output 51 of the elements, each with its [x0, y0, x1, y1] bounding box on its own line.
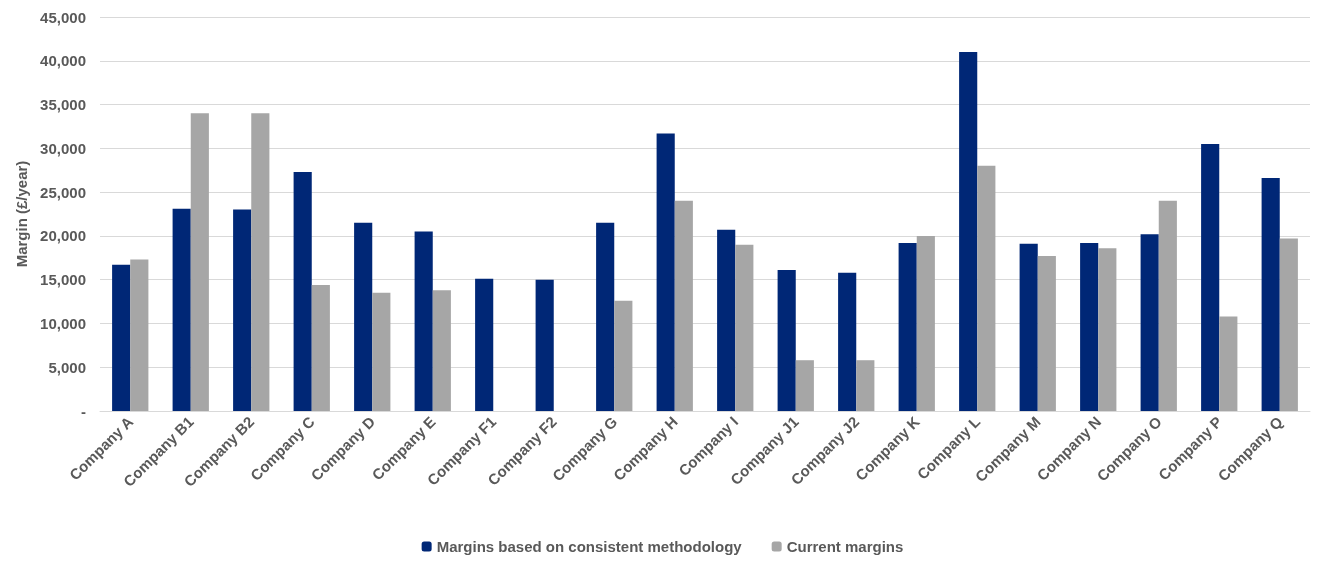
- y-tick-label: 15,000: [40, 271, 86, 289]
- y-tick-label: 40,000: [40, 52, 86, 70]
- bar: [795, 360, 814, 411]
- bar: [535, 279, 554, 411]
- bar: [251, 113, 270, 411]
- bar: [1158, 200, 1177, 411]
- bar: [1037, 256, 1056, 411]
- bar: [674, 200, 693, 411]
- y-tick-label: 10,000: [40, 314, 86, 332]
- bar: [596, 222, 615, 411]
- bar: [293, 171, 312, 411]
- y-tick-label: -: [81, 402, 86, 420]
- bar: [735, 244, 754, 411]
- bar: [414, 231, 433, 411]
- bar: [959, 52, 978, 411]
- bar: [432, 290, 451, 411]
- y-tick-label: 30,000: [40, 139, 86, 157]
- legend-label: Current margins: [786, 538, 904, 555]
- bar: [1279, 238, 1298, 411]
- bar: [614, 300, 633, 411]
- bar: [856, 360, 875, 411]
- bar: [977, 165, 996, 411]
- bar: [190, 113, 209, 411]
- bar: [1201, 143, 1220, 411]
- bar: [838, 272, 857, 411]
- bar: [1080, 242, 1099, 411]
- y-tick-label: 20,000: [40, 227, 86, 245]
- bar: [656, 133, 675, 411]
- bar: [172, 208, 191, 411]
- bar: [233, 209, 252, 411]
- bar: [1261, 178, 1280, 411]
- bar: [1098, 248, 1117, 411]
- legend-label: Margins based on consistent methodology: [436, 538, 743, 555]
- bar: [1140, 234, 1159, 411]
- y-tick-label: 25,000: [40, 183, 86, 201]
- bar: [354, 222, 373, 411]
- bar: [130, 259, 149, 411]
- bar: [1219, 316, 1238, 411]
- bar: [717, 229, 736, 411]
- y-tick-label: 5,000: [48, 358, 86, 376]
- y-tick-label: 45,000: [40, 8, 86, 26]
- bar: [372, 292, 391, 411]
- bar: [311, 284, 330, 411]
- bar: [112, 264, 131, 411]
- bar: [916, 235, 935, 411]
- bar: [777, 270, 796, 411]
- bar: [475, 278, 494, 411]
- y-tick-label: 35,000: [40, 96, 86, 114]
- bar: [898, 242, 917, 411]
- bar: [1019, 243, 1038, 411]
- y-axis-title: Margin (£/year): [13, 160, 31, 268]
